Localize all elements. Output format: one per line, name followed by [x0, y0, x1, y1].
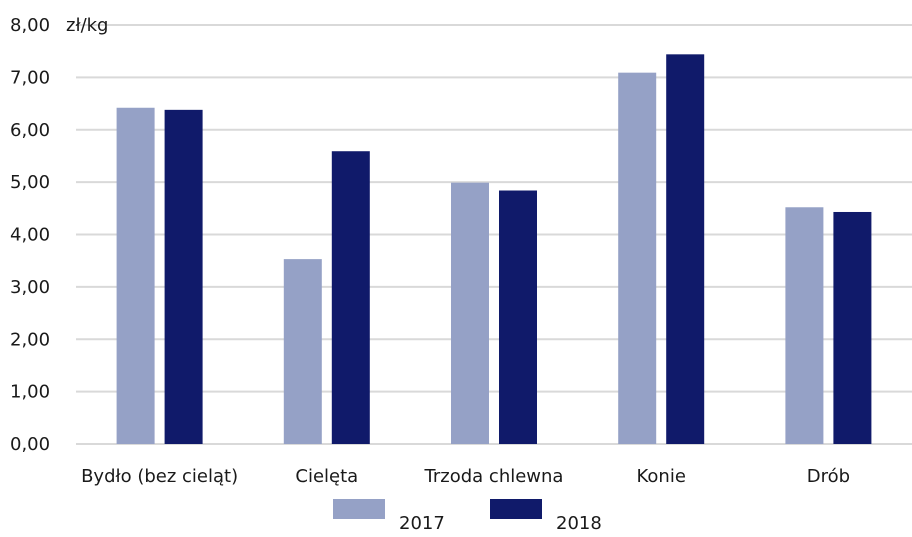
x-axis-categories: Bydło (bez cieląt) Cielęta Trzoda chlewna K… [81, 466, 850, 487]
y-tick-label: 0,00 [10, 434, 50, 455]
bars [117, 54, 872, 444]
y-tick-label: 6,00 [10, 120, 50, 141]
y-axis-ticks: 0,00 1,00 2,00 3,00 4,00 5,00 6,00 7,00 8,00 [10, 15, 50, 455]
x-category-label: Bydło (bez cieląt) [81, 466, 238, 487]
legend-swatch-2017 [333, 499, 385, 519]
y-tick-label: 2,00 [10, 329, 50, 350]
x-category-label: Trzoda chlewna [424, 466, 564, 487]
y-tick-label: 8,00 [10, 15, 50, 36]
legend: 2017 2018 [333, 499, 602, 534]
bar-2017-3 [618, 73, 656, 444]
bar-2017-0 [117, 108, 155, 444]
x-category-label: Cielęta [295, 466, 358, 487]
y-tick-label: 1,00 [10, 382, 50, 403]
bar-2018-3 [666, 54, 704, 444]
bar-2017-2 [451, 183, 489, 444]
legend-label: 2018 [556, 513, 602, 534]
bar-2018-4 [833, 212, 871, 444]
y-axis-unit-label: zł/kg [66, 15, 108, 36]
y-tick-label: 4,00 [10, 225, 50, 246]
bar-2017-4 [785, 207, 823, 444]
legend-swatch-2018 [490, 499, 542, 519]
bar-2018-2 [499, 191, 537, 444]
bar-2018-1 [332, 151, 370, 444]
y-tick-label: 7,00 [10, 67, 50, 88]
x-category-label: Drób [807, 466, 850, 487]
legend-label: 2017 [399, 513, 445, 534]
bar-2017-1 [284, 259, 322, 444]
x-category-label: Konie [636, 466, 685, 487]
y-tick-label: 5,00 [10, 172, 50, 193]
bar-2018-0 [165, 110, 203, 444]
y-tick-label: 3,00 [10, 277, 50, 298]
